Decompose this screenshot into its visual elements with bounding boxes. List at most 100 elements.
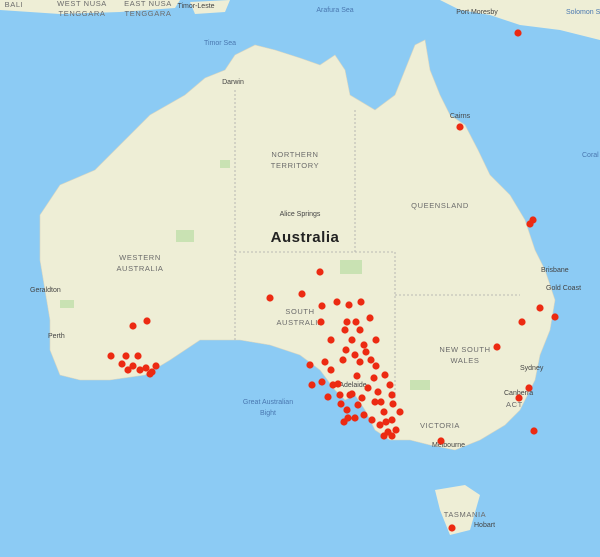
occurrence-marker <box>364 384 372 392</box>
land-tasmania <box>435 485 480 535</box>
occurrence-marker <box>358 394 366 402</box>
occurrence-marker <box>136 366 144 374</box>
occurrence-marker <box>107 352 115 360</box>
occurrence-marker <box>380 432 388 440</box>
occurrence-marker <box>360 411 368 419</box>
place-label: Gold Coast <box>546 285 581 292</box>
place-label: Sydney <box>520 365 544 372</box>
occurrence-marker <box>354 401 362 409</box>
occurrence-marker <box>366 314 374 322</box>
place-label: Canberra <box>504 390 533 397</box>
occurrence-marker <box>493 343 501 351</box>
place-label: Brisbane <box>541 267 569 274</box>
occurrence-marker <box>308 381 316 389</box>
occurrence-marker <box>143 317 151 325</box>
place-label: Solomon Sea <box>566 9 600 16</box>
green-areas <box>60 160 430 390</box>
occurrence-marker <box>316 268 324 276</box>
place-label: QUEENSLAND <box>411 201 469 210</box>
occurrence-marker <box>377 398 385 406</box>
occurrence-marker <box>448 524 456 532</box>
occurrence-marker <box>324 393 332 401</box>
occurrence-marker <box>348 336 356 344</box>
place-label: TASMANIA <box>444 510 487 519</box>
place-label: WESTERN <box>119 253 161 262</box>
occurrence-marker <box>336 391 344 399</box>
place-label: TERRITORY <box>271 161 319 170</box>
occurrence-marker <box>437 437 445 445</box>
place-label: Coral Sea <box>582 152 600 159</box>
occurrence-marker <box>142 364 150 372</box>
occurrence-marker <box>122 352 130 360</box>
occurrence-marker <box>146 370 154 378</box>
occurrence-marker <box>124 366 132 374</box>
occurrence-marker <box>152 362 160 370</box>
place-label: Alice Springs <box>280 211 321 218</box>
occurrence-marker <box>392 426 400 434</box>
occurrence-marker <box>388 416 396 424</box>
place-label: ACT <box>506 400 523 409</box>
state-borders <box>234 90 520 400</box>
occurrence-marker <box>333 298 341 306</box>
occurrence-marker <box>515 394 523 402</box>
occurrence-marker <box>362 348 370 356</box>
occurrence-marker <box>530 427 538 435</box>
occurrence-marker <box>360 341 368 349</box>
occurrence-marker <box>317 318 325 326</box>
occurrence-marker <box>318 378 326 386</box>
occurrence-marker <box>371 398 379 406</box>
occurrence-marker <box>327 336 335 344</box>
place-label: WEST NUSA <box>57 0 107 8</box>
place-label: Arafura Sea <box>316 7 353 14</box>
occurrence-marker <box>456 123 464 131</box>
occurrence-marker <box>368 416 376 424</box>
place-label: Geraldton <box>30 287 61 294</box>
place-label: SOUTH <box>285 307 314 316</box>
occurrence-marker <box>351 351 359 359</box>
occurrence-marker <box>388 432 396 440</box>
occurrence-marker <box>337 400 345 408</box>
place-label: VICTORIA <box>420 421 460 430</box>
place-label: NEW SOUTH <box>439 345 490 354</box>
occurrence-marker <box>129 322 137 330</box>
place-label: Hobart <box>474 522 495 529</box>
occurrence-marker <box>536 304 544 312</box>
place-label: WALES <box>451 356 480 365</box>
land-islands <box>0 0 230 14</box>
place-label: Perth <box>48 333 65 340</box>
occurrence-marker <box>129 362 137 370</box>
place-label: Australia <box>271 229 340 246</box>
land-australia <box>39 39 556 451</box>
occurrence-marker <box>266 294 274 302</box>
occurrence-marker <box>352 318 360 326</box>
place-label: NORTHERN <box>271 150 318 159</box>
occurrence-marker <box>351 414 359 422</box>
occurrence-marker <box>357 298 365 306</box>
occurrence-marker <box>380 408 388 416</box>
occurrence-marker <box>341 326 349 334</box>
occurrence-marker <box>340 418 348 426</box>
occurrence-marker <box>514 29 522 37</box>
place-label: Timor-Leste <box>177 3 214 10</box>
occurrence-marker <box>396 408 404 416</box>
occurrence-marker <box>318 302 326 310</box>
occurrence-marker <box>329 381 337 389</box>
place-label: TENGGARA <box>125 9 172 18</box>
occurrence-marker <box>376 421 384 429</box>
occurrence-marker <box>343 318 351 326</box>
occurrence-marker <box>346 391 354 399</box>
occurrence-marker <box>389 400 397 408</box>
place-label: Great Australian <box>243 399 293 406</box>
occurrence-marker <box>551 313 559 321</box>
place-label: Timor Sea <box>204 40 236 47</box>
place-label: Port Moresby <box>456 9 498 16</box>
occurrence-marker <box>370 374 378 382</box>
occurrence-marker <box>518 318 526 326</box>
occurrence-marker <box>343 406 351 414</box>
occurrence-marker <box>356 326 364 334</box>
land-new-guinea <box>440 0 600 40</box>
occurrence-marker <box>118 360 126 368</box>
place-label: Darwin <box>222 79 244 86</box>
